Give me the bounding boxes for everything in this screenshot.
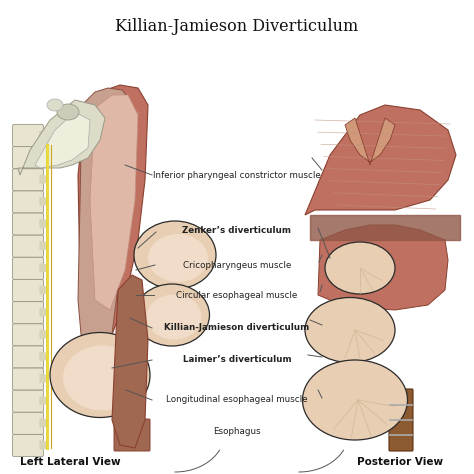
- Polygon shape: [35, 112, 90, 168]
- Polygon shape: [40, 131, 47, 139]
- Polygon shape: [345, 118, 395, 165]
- FancyBboxPatch shape: [12, 235, 44, 257]
- Ellipse shape: [50, 332, 150, 418]
- FancyBboxPatch shape: [12, 412, 44, 434]
- Polygon shape: [40, 198, 47, 205]
- Text: Left Lateral View: Left Lateral View: [20, 457, 120, 467]
- Ellipse shape: [134, 221, 216, 289]
- FancyBboxPatch shape: [389, 389, 413, 451]
- FancyBboxPatch shape: [12, 390, 44, 412]
- FancyBboxPatch shape: [12, 191, 44, 213]
- FancyBboxPatch shape: [12, 146, 44, 169]
- Text: Cricopharyngeus muscle: Cricopharyngeus muscle: [183, 261, 291, 270]
- Polygon shape: [40, 219, 47, 228]
- Ellipse shape: [57, 104, 79, 120]
- FancyBboxPatch shape: [12, 257, 44, 279]
- Polygon shape: [40, 419, 47, 427]
- Text: Circular esophageal muscle: Circular esophageal muscle: [176, 291, 298, 300]
- FancyBboxPatch shape: [12, 125, 44, 146]
- Ellipse shape: [146, 294, 201, 339]
- Ellipse shape: [63, 346, 141, 410]
- FancyBboxPatch shape: [12, 213, 44, 235]
- Polygon shape: [40, 286, 47, 294]
- Ellipse shape: [302, 360, 408, 440]
- Polygon shape: [78, 85, 148, 340]
- Ellipse shape: [305, 298, 395, 363]
- Polygon shape: [40, 374, 47, 383]
- Polygon shape: [90, 95, 138, 310]
- FancyBboxPatch shape: [12, 435, 44, 456]
- FancyBboxPatch shape: [12, 368, 44, 390]
- Text: Killian-Jamieson Diverticulum: Killian-Jamieson Diverticulum: [115, 18, 359, 35]
- FancyBboxPatch shape: [12, 346, 44, 368]
- FancyBboxPatch shape: [114, 419, 150, 451]
- FancyBboxPatch shape: [12, 280, 44, 301]
- Polygon shape: [40, 153, 47, 161]
- Polygon shape: [18, 100, 105, 175]
- FancyBboxPatch shape: [12, 169, 44, 191]
- Text: Posterior View: Posterior View: [357, 457, 443, 467]
- Ellipse shape: [325, 242, 395, 294]
- Polygon shape: [40, 308, 47, 316]
- Polygon shape: [318, 225, 448, 310]
- Polygon shape: [40, 397, 47, 405]
- Polygon shape: [112, 275, 148, 448]
- Text: Longitudinal esophageal muscle: Longitudinal esophageal muscle: [166, 395, 308, 404]
- Polygon shape: [40, 264, 47, 272]
- Polygon shape: [40, 330, 47, 338]
- Text: Zenker’s diverticulum: Zenker’s diverticulum: [182, 226, 292, 235]
- Text: Laimer’s diverticulum: Laimer’s diverticulum: [182, 356, 292, 365]
- FancyBboxPatch shape: [12, 324, 44, 346]
- Ellipse shape: [135, 284, 210, 346]
- Polygon shape: [40, 353, 47, 360]
- Polygon shape: [310, 215, 460, 240]
- Text: Esophagus: Esophagus: [213, 428, 261, 437]
- Ellipse shape: [47, 99, 63, 111]
- Ellipse shape: [148, 234, 208, 282]
- Text: Inferior pharyngeal constrictor muscle: Inferior pharyngeal constrictor muscle: [153, 171, 321, 180]
- FancyBboxPatch shape: [12, 301, 44, 324]
- Polygon shape: [40, 175, 47, 183]
- Polygon shape: [40, 242, 47, 250]
- Polygon shape: [305, 105, 456, 215]
- Polygon shape: [40, 441, 47, 449]
- Polygon shape: [78, 88, 130, 390]
- Text: Killian-Jamieson diverticulum: Killian-Jamieson diverticulum: [164, 323, 310, 332]
